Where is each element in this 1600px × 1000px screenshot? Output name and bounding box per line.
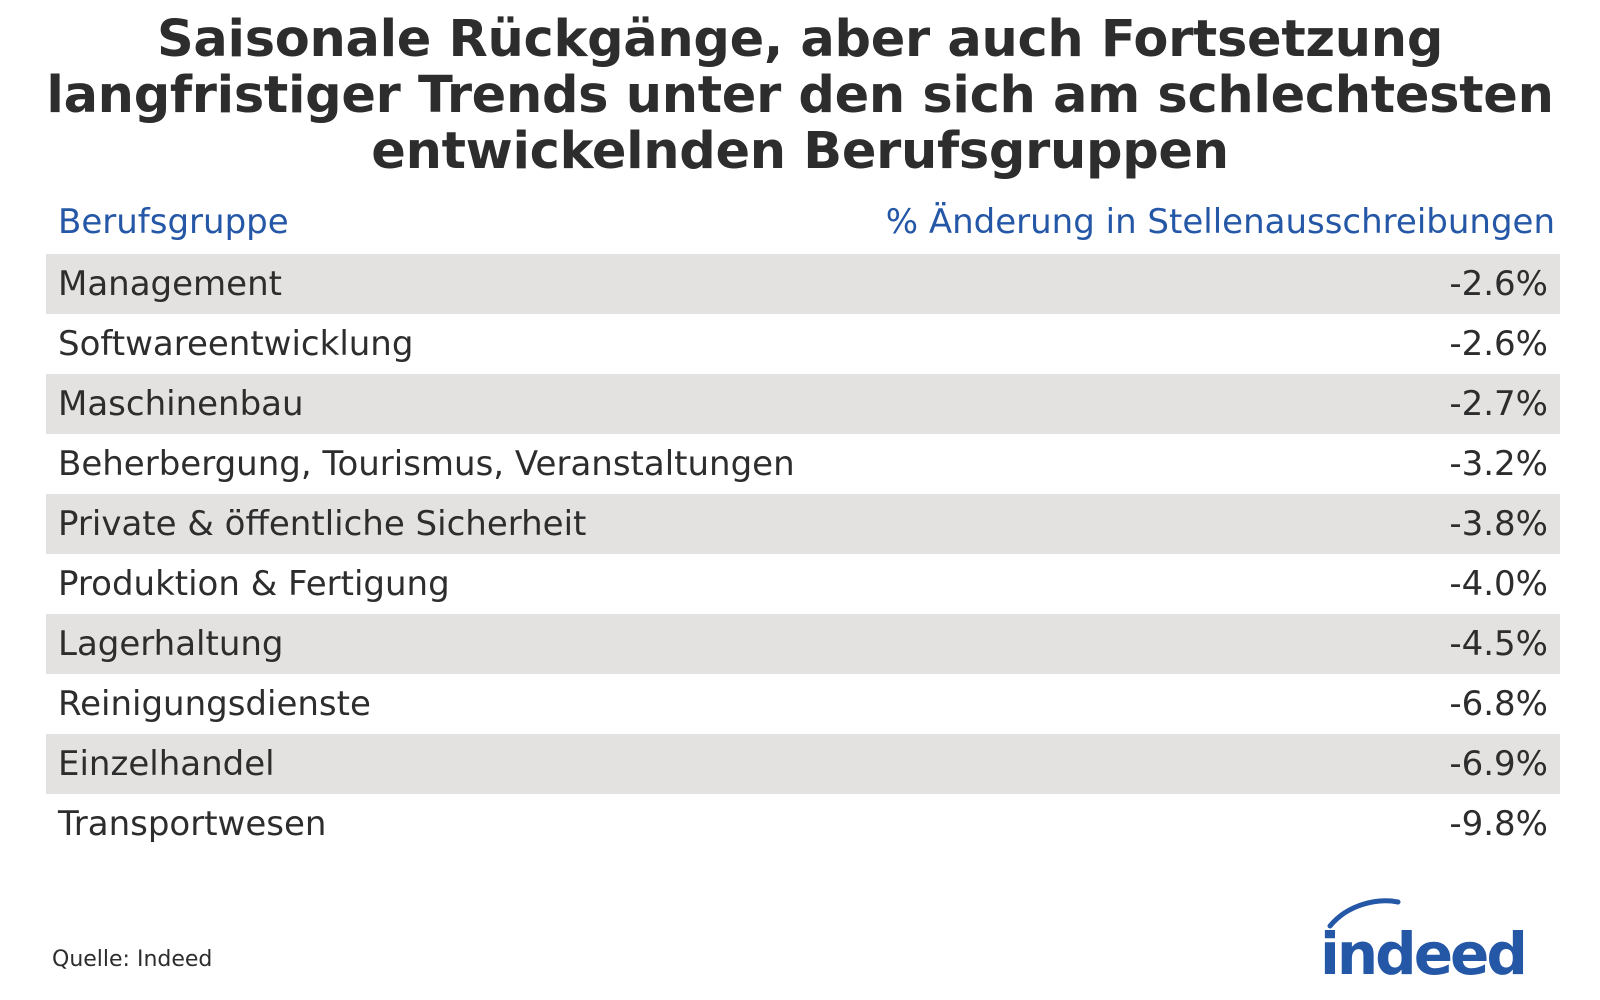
column-header-value: % Änderung in Stellenausschreibungen [885,202,1555,242]
row-value-label: -3.2% [1449,444,1548,484]
row-category-label: Maschinenbau [58,384,304,424]
table-row: Lagerhaltung -4.5% [46,614,1560,674]
data-table: Management -2.6% Softwareentwicklung -2.6% M… [46,254,1560,854]
row-category-label: Private & öffentliche Sicherheit [58,504,587,544]
row-category-label: Reinigungsdienste [58,684,371,724]
row-category-label: Softwareentwicklung [58,324,414,364]
column-header-category: Berufsgruppe [58,202,289,242]
row-category-label: Produktion & Fertigung [58,564,450,604]
table-row: Reinigungsdienste -6.8% [46,674,1560,734]
chart-title-line-2: langfristiger Trends unter den sich am s… [46,66,1554,125]
table-row: Einzelhandel -6.9% [46,734,1560,794]
row-value-label: -2.6% [1449,324,1548,364]
indeed-logo: indeed [1320,898,1528,986]
row-value-label: -4.5% [1449,624,1548,664]
row-value-label: -2.6% [1449,264,1548,304]
table-row: Transportwesen -9.8% [46,794,1560,854]
row-category-label: Management [58,264,282,304]
row-value-label: -6.9% [1449,744,1548,784]
table-row: Softwareentwicklung -2.6% [46,314,1560,374]
source-note: Quelle: Indeed [52,947,213,972]
table-row: Maschinenbau -2.7% [46,374,1560,434]
chart-title-line-1: Saisonale Rückgänge, aber auch Fortsetzu… [156,10,1444,69]
table-row: Private & öffentliche Sicherheit -3.8% [46,494,1560,554]
row-value-label: -6.8% [1449,684,1548,724]
row-category-label: Beherbergung, Tourismus, Veranstaltungen [58,444,795,484]
row-value-label: -9.8% [1449,804,1548,844]
chart-title-line-3: entwickelnden Berufsgruppen [371,122,1229,181]
row-value-label: -4.0% [1449,564,1548,604]
row-category-label: Einzelhandel [58,744,275,784]
row-category-label: Transportwesen [58,804,327,844]
row-category-label: Lagerhaltung [58,624,284,664]
row-value-label: -3.8% [1449,504,1548,544]
chart-title: Saisonale Rückgänge, aber auch Fortsetzu… [40,12,1560,180]
row-value-label: -2.7% [1449,384,1548,424]
table-row: Produktion & Fertigung -4.0% [46,554,1560,614]
indeed-logo-wordmark: indeed [1320,920,1525,986]
table-row: Beherbergung, Tourismus, Veranstaltungen… [46,434,1560,494]
indeed-logo-arc [1327,898,1401,929]
table-row: Management -2.6% [46,254,1560,314]
